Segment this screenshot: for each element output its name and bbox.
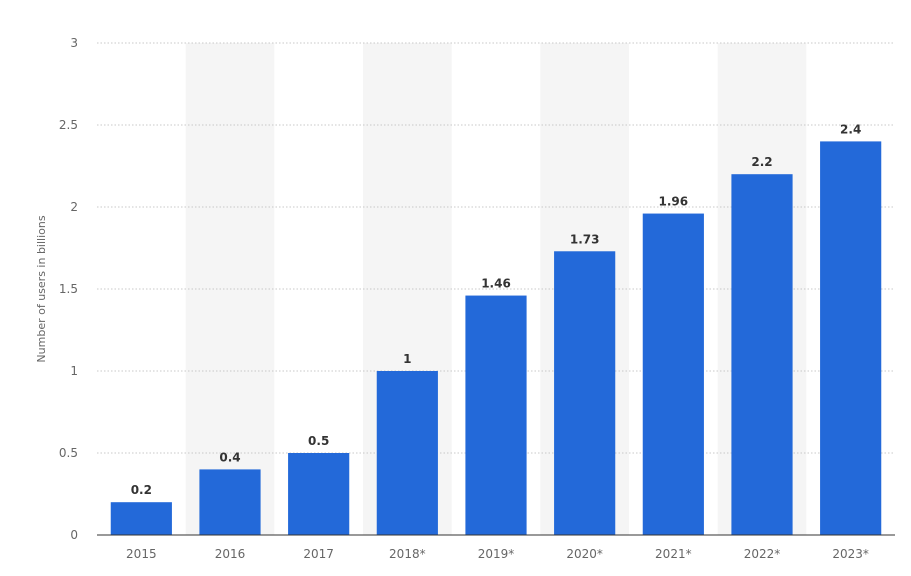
data-label-2015: 0.2 [131,483,152,497]
bar-2017[interactable] [288,453,350,535]
data-label-2017: 0.5 [308,434,329,448]
y-tick-label: 2 [70,200,78,214]
data-label-2020*: 1.73 [570,232,600,246]
y-tick-label: 2.5 [59,118,78,132]
data-labels: 0.2 0.4 0.5 1 1.46 1.73 1.96 2.2 2.4 [131,122,862,497]
y-axis-ticks: 0 0.5 1 1.5 2 2.5 3 [59,36,78,542]
x-tick-label: 2017 [303,547,334,561]
y-tick-label: 1.5 [59,282,78,296]
bars [110,141,882,535]
x-tick-label: 2020* [566,547,603,561]
x-tick-label: 2022* [744,547,781,561]
y-tick-label: 0.5 [59,446,78,460]
x-tick-label: 2016 [215,547,246,561]
bar-2016[interactable] [199,469,261,535]
y-tick-label: 0 [70,528,78,542]
y-tick-label: 1 [70,364,78,378]
data-label-2016: 0.4 [219,450,240,464]
bar-2023*[interactable] [820,141,882,535]
data-label-2022*: 2.2 [751,155,772,169]
bar-2021*[interactable] [642,213,704,535]
y-axis-title: Number of users in billions [35,215,48,362]
bar-2020*[interactable] [554,251,616,535]
x-tick-label: 2023* [832,547,869,561]
y-tick-label: 3 [70,36,78,50]
x-tick-label: 2019* [478,547,515,561]
data-label-2018*: 1 [403,352,411,366]
bar-2018*[interactable] [376,371,438,535]
bar-2015[interactable] [110,502,172,535]
x-tick-label: 2015 [126,547,157,561]
bar-2022*[interactable] [731,174,793,535]
data-label-2021*: 1.96 [659,195,689,209]
x-tick-label: 2018* [389,547,426,561]
x-tick-label: 2021* [655,547,692,561]
bar-2019*[interactable] [465,295,527,535]
data-label-2023*: 2.4 [840,122,861,136]
x-axis-ticks: 2015 2016 2017 2018* 2019* 2020* 2021* 2022* 202… [126,547,869,561]
data-label-2019*: 1.46 [481,277,511,291]
